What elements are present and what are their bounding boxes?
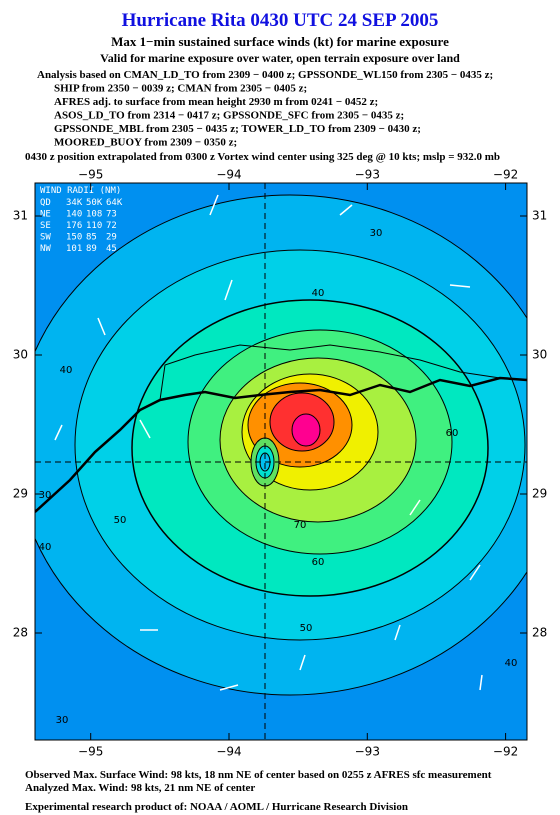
wind-radii-cell: QD — [40, 198, 51, 208]
lon-label: −93 — [355, 168, 380, 182]
contour-label: 40 — [60, 365, 73, 376]
contour-label: 60 — [446, 428, 459, 439]
wind-radii-cell: 140 — [66, 210, 82, 220]
lon-label: −95 — [78, 168, 103, 182]
wind-radii-cell: SW — [40, 233, 51, 243]
wind-radii-cell: 101 — [66, 244, 82, 254]
analysis: Analysis based on CMAN_LD_TO from 2309 −… — [37, 69, 493, 149]
wind-radii-cell: 34K — [66, 198, 83, 208]
wind-radii-cell: 176 — [66, 221, 82, 231]
wind-radii-cell: 108 — [86, 210, 102, 220]
subtitle: Max 1−min sustained surface winds (kt) f… — [111, 34, 449, 49]
lat-label: 28 — [532, 626, 547, 640]
footer-line: Analyzed Max. Wind: 98 kts, 21 nm NE of … — [25, 782, 255, 794]
wind-radii-cell: SE — [40, 221, 51, 231]
wind-radii-cell: NE — [40, 210, 51, 220]
contour-label: 40 — [312, 288, 325, 299]
lat-label: 28 — [13, 626, 28, 640]
lat-label: 29 — [532, 487, 547, 501]
position-note: 0430 z position extrapolated from 0300 z… — [25, 151, 500, 163]
wind-radii-cell: 72 — [106, 221, 117, 231]
lat-label: 31 — [532, 209, 547, 223]
contour-label: 30 — [370, 228, 383, 239]
wind-radii-cell: 29 — [106, 233, 117, 243]
title: Hurricane Rita 0430 UTC 24 SEP 2005 — [122, 10, 439, 31]
contour-label: 40 — [39, 542, 52, 553]
contour-label: 50 — [300, 623, 313, 634]
wind-radii-cell: 73 — [106, 210, 117, 220]
validity: Valid for marine exposure over water, op… — [100, 51, 460, 65]
analysis-line: AFRES adj. to surface from mean height 2… — [54, 96, 378, 108]
analysis-line: GPSSONDE_MBL from 2305 − 0435 z; TOWER_L… — [54, 123, 421, 135]
contour-label: 30 — [39, 490, 52, 501]
wind-radii-cell: 110 — [86, 221, 102, 231]
wind-radii-cell: NW — [40, 244, 51, 254]
wind-radii-cell: 85 — [86, 233, 97, 243]
wind-radii-cell: 64K — [106, 198, 123, 208]
analysis-line: MOORED_BUOY from 2309 − 0350 z; — [54, 137, 237, 149]
lat-label: 30 — [532, 348, 547, 362]
lon-label: −94 — [216, 745, 241, 759]
contour-label: 40 — [505, 658, 518, 669]
lat-label: 31 — [13, 209, 28, 223]
wind-radii-cell: 45 — [106, 244, 117, 254]
analysis-line: ASOS_LD_TO from 2314 − 0417 z; GPSSONDE_… — [54, 110, 404, 122]
lat-label: 30 — [13, 348, 28, 362]
wind-field — [35, 183, 527, 740]
wind-radii-table: WIND RADII (NM) QD 34K 50K 64K NE 140 108 73 SE 17… — [40, 186, 123, 254]
lon-label: −93 — [355, 745, 380, 759]
lat-label: 29 — [13, 487, 28, 501]
wind-radii-title: WIND RADII (NM) — [40, 186, 121, 196]
contour-label: 30 — [56, 715, 69, 726]
map-frame — [34, 182, 528, 741]
contour-label: 60 — [312, 557, 325, 568]
contour-label: 50 — [114, 515, 127, 526]
analysis-line: Analysis based on CMAN_LD_TO from 2309 −… — [37, 69, 493, 81]
footer: Observed Max. Surface Wind: 98 kts, 18 n… — [25, 769, 492, 813]
lon-label: −92 — [493, 168, 518, 182]
lon-label: −94 — [216, 168, 241, 182]
contour-label: 70 — [294, 520, 307, 531]
lon-label: −92 — [493, 745, 518, 759]
analysis-line: SHIP from 2350 − 0039 z; CMAN from 2305 … — [54, 83, 307, 95]
footer-line: Experimental research product of: NOAA /… — [25, 801, 408, 813]
wind-radii-cell: 89 — [86, 244, 97, 254]
footer-line: Observed Max. Surface Wind: 98 kts, 18 n… — [25, 769, 492, 781]
wind-radii-cell: 150 — [66, 233, 82, 243]
lon-label: −95 — [78, 745, 103, 759]
wind-radii-cell: 50K — [86, 198, 103, 208]
